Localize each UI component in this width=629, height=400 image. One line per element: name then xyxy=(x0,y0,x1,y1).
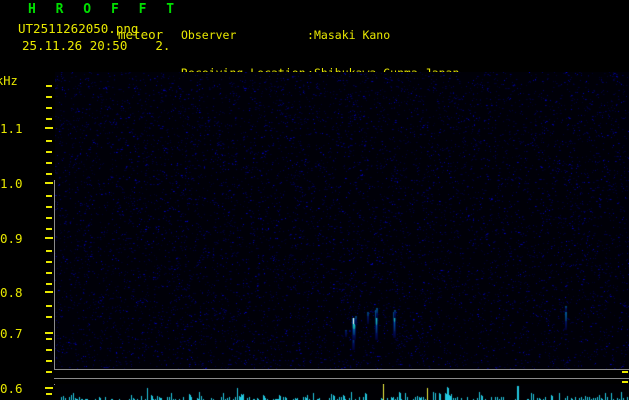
y-minor-tick xyxy=(46,360,52,362)
metadata-colon: : xyxy=(307,28,314,43)
y-minor-tick xyxy=(46,371,52,373)
y-tick-mark xyxy=(45,237,53,239)
y-tick-label: 0.8 xyxy=(0,285,23,300)
y-minor-tick xyxy=(46,228,52,230)
power-spectrum-canvas xyxy=(55,384,629,400)
datetime-text: 25.11.26 20:50 xyxy=(22,38,128,53)
y-minor-tick xyxy=(46,261,52,263)
y-tick-mark xyxy=(45,387,53,389)
y-minor-tick xyxy=(46,85,52,87)
app-title: H R O F F T xyxy=(28,2,181,17)
y-tick-label: 0.9 xyxy=(0,231,23,246)
metadata-value: Masaki Kano xyxy=(314,28,391,43)
y-tick-mark xyxy=(45,127,53,129)
y-minor-tick xyxy=(46,206,52,208)
spectrogram-plot[interactable] xyxy=(55,72,629,369)
y-tick-label: 1.1 xyxy=(0,121,23,136)
y-minor-tick xyxy=(46,217,52,219)
metadata-label: Observer xyxy=(181,28,237,43)
plot-bottom-border xyxy=(54,369,629,370)
echo-count-text: 2. xyxy=(155,38,171,53)
y-minor-tick xyxy=(46,162,52,164)
y-minor-tick xyxy=(46,338,52,340)
right-tick-upper xyxy=(622,371,628,373)
y-minor-tick xyxy=(46,283,52,285)
y-minor-tick xyxy=(46,195,52,197)
metadata-row-observer: Observer:Masaki Kano xyxy=(181,29,549,42)
y-minor-tick xyxy=(46,250,52,252)
y-tick-label: 1.0 xyxy=(0,176,23,191)
right-tick-lower xyxy=(622,381,628,383)
power-spectrum-strip xyxy=(55,384,629,400)
strip-top-border xyxy=(54,378,629,379)
y-tick-mark xyxy=(45,332,53,334)
filename-label: UT2511262050.png xyxy=(18,21,139,36)
y-minor-tick xyxy=(46,349,52,351)
y-axis-line xyxy=(54,180,55,369)
y-minor-tick xyxy=(46,96,52,98)
meteor-overlay-label: meteor xyxy=(118,27,164,42)
y-tick-label: 0.6 xyxy=(0,381,23,396)
y-minor-tick xyxy=(46,305,52,307)
y-tick-label: 0.7 xyxy=(0,326,23,341)
capture-datetime-label: 25.11.26 20:50 2. xyxy=(22,38,170,53)
y-minor-tick xyxy=(46,140,52,142)
y-minor-tick xyxy=(46,316,52,318)
spectrogram-canvas xyxy=(55,72,629,369)
y-tick-mark xyxy=(45,291,53,293)
y-minor-tick xyxy=(46,393,52,395)
y-minor-tick xyxy=(46,173,52,175)
y-minor-tick xyxy=(46,272,52,274)
y-minor-tick xyxy=(46,151,52,153)
y-minor-tick xyxy=(46,107,52,109)
y-axis-unit-label: kHz xyxy=(0,74,18,88)
y-tick-mark xyxy=(45,182,53,184)
y-minor-tick xyxy=(46,118,52,120)
